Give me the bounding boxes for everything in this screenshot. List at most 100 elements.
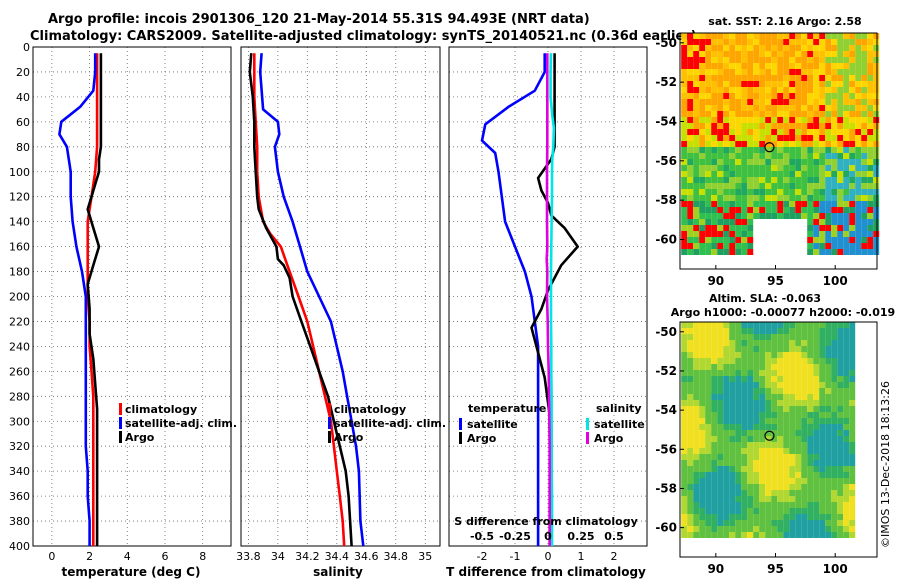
map-cell bbox=[831, 370, 838, 376]
map-cell bbox=[825, 400, 832, 406]
map-cell bbox=[801, 183, 808, 189]
map-cell bbox=[813, 141, 820, 147]
map-cell bbox=[735, 448, 742, 454]
map-cell bbox=[681, 225, 688, 231]
title-line-2: Climatology: CARS2009. Satellite-adjuste… bbox=[30, 29, 697, 44]
map-cell bbox=[717, 183, 724, 189]
map-cell bbox=[705, 520, 712, 526]
map-cell bbox=[771, 532, 778, 538]
map-cell bbox=[813, 382, 820, 388]
map-cell bbox=[699, 207, 706, 213]
map-cell bbox=[783, 153, 790, 159]
series-line-s-argo bbox=[545, 53, 551, 546]
map-cell bbox=[777, 123, 784, 129]
map-cell bbox=[753, 340, 760, 346]
map-cell bbox=[813, 171, 820, 177]
map-cell bbox=[771, 448, 778, 454]
map-cell bbox=[807, 406, 814, 412]
map-cell bbox=[783, 370, 790, 376]
map-cell bbox=[807, 472, 814, 478]
map-cell bbox=[777, 442, 784, 448]
map-cell bbox=[735, 207, 742, 213]
map-cell bbox=[771, 147, 778, 153]
map-cell bbox=[735, 183, 742, 189]
map-cell bbox=[723, 424, 730, 430]
map-cell bbox=[843, 442, 850, 448]
map-cell bbox=[855, 39, 862, 45]
map-cell bbox=[777, 358, 784, 364]
map-cell bbox=[699, 514, 706, 520]
map-cell bbox=[867, 213, 874, 219]
map-cell bbox=[867, 129, 874, 135]
map-cell bbox=[789, 400, 796, 406]
map-cell bbox=[807, 189, 814, 195]
map-cell bbox=[765, 430, 772, 436]
map-cell bbox=[735, 195, 742, 201]
map-cell bbox=[837, 201, 844, 207]
map-cell bbox=[861, 75, 868, 81]
map-cell bbox=[873, 111, 880, 117]
map-cell bbox=[693, 322, 700, 328]
map-cell bbox=[873, 45, 880, 51]
map-cell bbox=[759, 87, 766, 93]
x-tick-label: 33.8 bbox=[236, 550, 261, 563]
map-cell bbox=[831, 249, 838, 255]
map-cell bbox=[687, 129, 694, 135]
map-cell bbox=[729, 400, 736, 406]
map-cell bbox=[771, 322, 778, 328]
map-cell bbox=[681, 195, 688, 201]
map-cell bbox=[801, 33, 808, 39]
map-cell bbox=[717, 195, 724, 201]
map-cell bbox=[789, 45, 796, 51]
map-cell bbox=[693, 231, 700, 237]
map-cell bbox=[873, 57, 880, 63]
map-cell bbox=[699, 394, 706, 400]
map-cell bbox=[741, 382, 748, 388]
map-cell bbox=[693, 478, 700, 484]
map-cell bbox=[861, 123, 868, 129]
map-cell bbox=[849, 532, 856, 538]
map-cell bbox=[765, 93, 772, 99]
map-cell bbox=[801, 490, 808, 496]
map-cell bbox=[801, 436, 808, 442]
map-cell bbox=[789, 189, 796, 195]
map-cell bbox=[795, 141, 802, 147]
map-cell bbox=[807, 532, 814, 538]
map-cell bbox=[837, 394, 844, 400]
map-cell bbox=[801, 123, 808, 129]
map-cell bbox=[747, 334, 754, 340]
s-tick-label: 0.5 bbox=[604, 530, 624, 543]
map-cell bbox=[723, 231, 730, 237]
map-cell bbox=[735, 352, 742, 358]
map-cell bbox=[753, 478, 760, 484]
map-cell bbox=[693, 207, 700, 213]
map-cell bbox=[771, 213, 778, 219]
legend-swatch-climatology bbox=[119, 403, 122, 415]
map-cell bbox=[681, 400, 688, 406]
map-cell bbox=[801, 189, 808, 195]
map-cell bbox=[705, 370, 712, 376]
map-cell bbox=[807, 442, 814, 448]
map-cell bbox=[765, 352, 772, 358]
map-cell bbox=[825, 165, 832, 171]
map-cell bbox=[717, 93, 724, 99]
map-cell bbox=[687, 195, 694, 201]
map-cell bbox=[693, 454, 700, 460]
map-cell bbox=[699, 466, 706, 472]
map-cell bbox=[711, 75, 718, 81]
map-cell bbox=[807, 153, 814, 159]
map-cell bbox=[849, 472, 856, 478]
map-cell bbox=[837, 219, 844, 225]
map-cell bbox=[693, 334, 700, 340]
map-cell bbox=[771, 105, 778, 111]
map-cell bbox=[699, 448, 706, 454]
map-cell bbox=[687, 430, 694, 436]
map-cell bbox=[825, 346, 832, 352]
map-cell bbox=[801, 159, 808, 165]
map-cell bbox=[759, 472, 766, 478]
map-cell bbox=[705, 406, 712, 412]
map-cell bbox=[747, 418, 754, 424]
map-cell bbox=[819, 207, 826, 213]
map-cell bbox=[795, 105, 802, 111]
map-cell bbox=[867, 57, 874, 63]
